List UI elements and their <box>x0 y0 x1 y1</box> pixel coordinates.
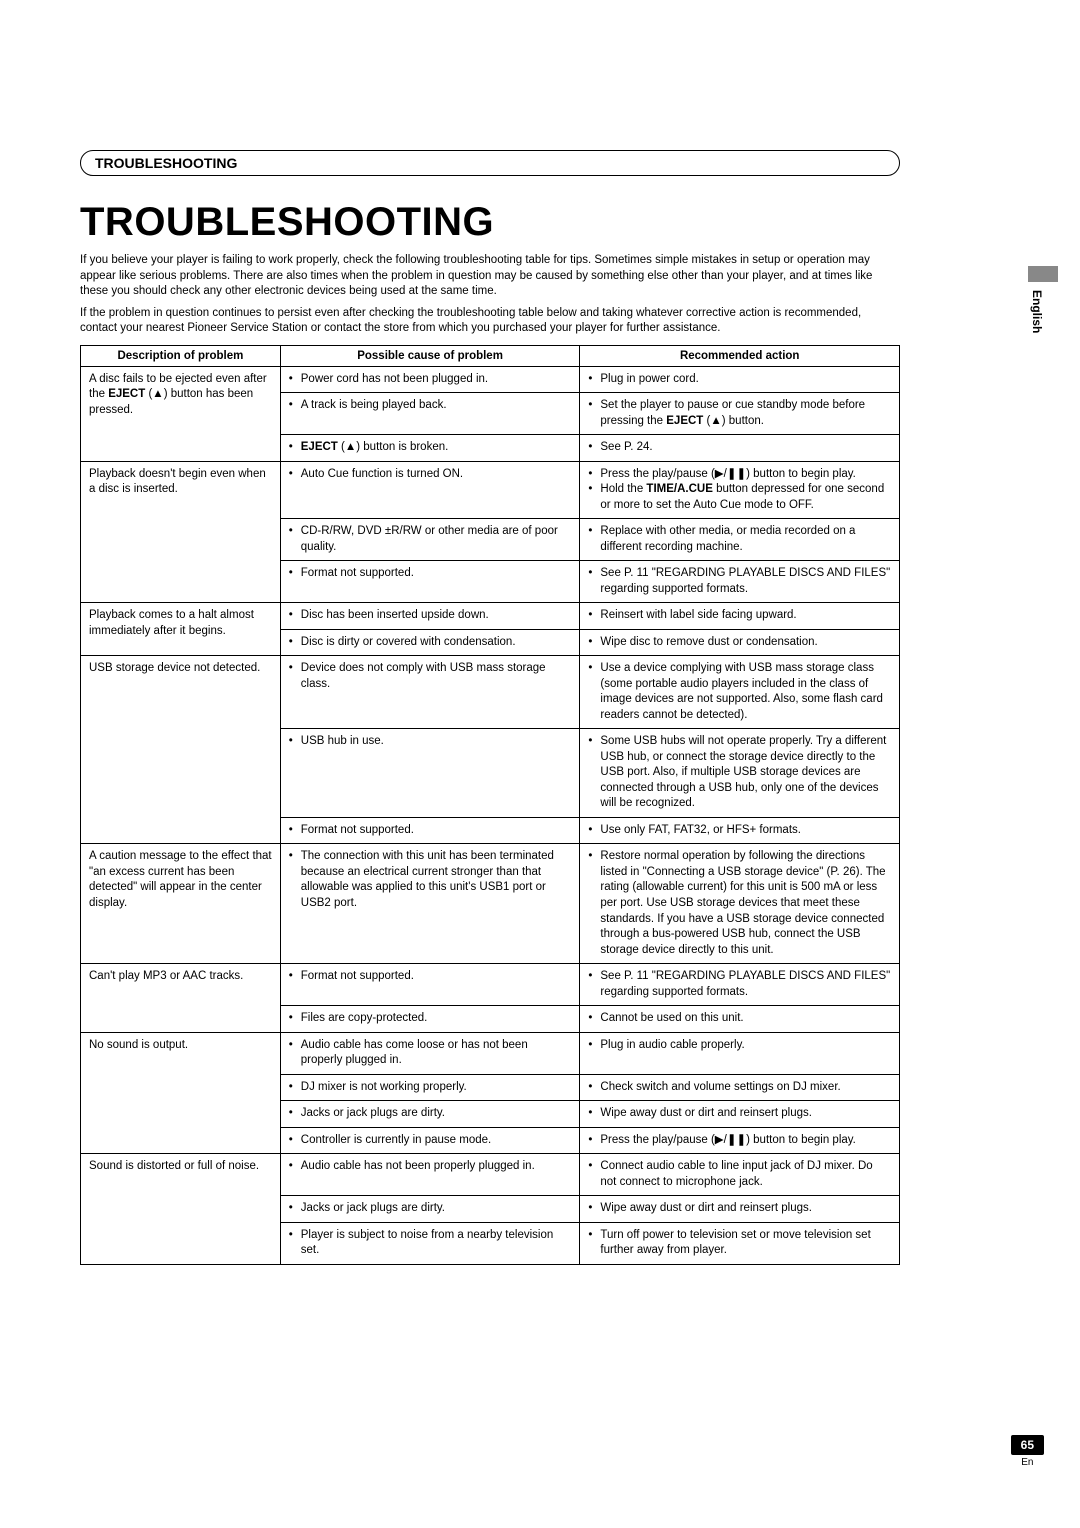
problem-cell: A disc fails to be ejected even after th… <box>81 366 281 461</box>
table-row: A disc fails to be ejected even after th… <box>81 366 900 393</box>
table-row: USB storage device not detected.Device d… <box>81 656 900 729</box>
cause-cell: A track is being played back. <box>280 393 580 435</box>
cause-cell: Disc is dirty or covered with condensati… <box>280 629 580 656</box>
table-row: Playback doesn't begin even when a disc … <box>81 461 900 519</box>
action-cell: Use only FAT, FAT32, or HFS+ formats. <box>580 817 900 844</box>
cause-cell: DJ mixer is not working properly. <box>280 1074 580 1101</box>
cause-cell: Controller is currently in pause mode. <box>280 1127 580 1154</box>
col-header-action: Recommended action <box>580 345 900 366</box>
table-row: Playback comes to a halt almost immediat… <box>81 603 900 630</box>
action-cell: See P. 11 "REGARDING PLAYABLE DISCS AND … <box>580 964 900 1006</box>
problem-cell: A caution message to the effect that "an… <box>81 844 281 964</box>
action-cell: Use a device complying with USB mass sto… <box>580 656 900 729</box>
cause-cell: Format not supported. <box>280 817 580 844</box>
problem-cell: Playback comes to a halt almost immediat… <box>81 603 281 656</box>
cause-cell: The connection with this unit has been t… <box>280 844 580 964</box>
cause-cell: Jacks or jack plugs are dirty. <box>280 1101 580 1128</box>
action-cell: Some USB hubs will not operate properly.… <box>580 729 900 818</box>
tab-label: English <box>1030 290 1044 333</box>
action-cell: Set the player to pause or cue standby m… <box>580 393 900 435</box>
action-cell: Press the play/pause (▶/❚❚) button to be… <box>580 1127 900 1154</box>
troubleshooting-table: Description of problem Possible cause of… <box>80 345 900 1265</box>
action-cell: Turn off power to television set or move… <box>580 1222 900 1264</box>
cause-cell: Files are copy-protected. <box>280 1006 580 1033</box>
table-row: Sound is distorted or full of noise.Audi… <box>81 1154 900 1196</box>
col-header-cause: Possible cause of problem <box>280 345 580 366</box>
page-lang: En <box>1011 1457 1044 1468</box>
action-cell: Restore normal operation by following th… <box>580 844 900 964</box>
cause-cell: Jacks or jack plugs are dirty. <box>280 1196 580 1223</box>
cause-cell: Power cord has not been plugged in. <box>280 366 580 393</box>
action-cell: Plug in power cord. <box>580 366 900 393</box>
table-row: No sound is output.Audio cable has come … <box>81 1032 900 1074</box>
table-row: A caution message to the effect that "an… <box>81 844 900 964</box>
page-title: TROUBLESHOOTING <box>80 200 1000 245</box>
action-cell: Wipe away dust or dirt and reinsert plug… <box>580 1196 900 1223</box>
cause-cell: Format not supported. <box>280 561 580 603</box>
intro-paragraph-1: If you believe your player is failing to… <box>80 253 900 300</box>
page-footer: 65 En <box>1011 1435 1044 1468</box>
action-cell: Check switch and volume settings on DJ m… <box>580 1074 900 1101</box>
cause-cell: Device does not comply with USB mass sto… <box>280 656 580 729</box>
cause-cell: Format not supported. <box>280 964 580 1006</box>
table-body: A disc fails to be ejected even after th… <box>81 366 900 1264</box>
cause-cell: Audio cable has not been properly plugge… <box>280 1154 580 1196</box>
problem-cell: No sound is output. <box>81 1032 281 1154</box>
action-cell: Cannot be used on this unit. <box>580 1006 900 1033</box>
tab-bar <box>1028 266 1058 282</box>
problem-cell: Sound is distorted or full of noise. <box>81 1154 281 1265</box>
cause-cell: CD-R/RW, DVD ±R/RW or other media are of… <box>280 519 580 561</box>
intro-paragraph-2: If the problem in question continues to … <box>80 306 900 337</box>
cause-cell: USB hub in use. <box>280 729 580 818</box>
cause-cell: Auto Cue function is turned ON. <box>280 461 580 519</box>
language-tab: English <box>1030 290 1050 333</box>
action-cell: Replace with other media, or media recor… <box>580 519 900 561</box>
action-cell: Connect audio cable to line input jack o… <box>580 1154 900 1196</box>
col-header-problem: Description of problem <box>81 345 281 366</box>
section-header: TROUBLESHOOTING <box>80 150 900 176</box>
action-cell: Wipe away dust or dirt and reinsert plug… <box>580 1101 900 1128</box>
cause-cell: Audio cable has come loose or has not be… <box>280 1032 580 1074</box>
action-cell: Plug in audio cable properly. <box>580 1032 900 1074</box>
action-cell: Reinsert with label side facing upward. <box>580 603 900 630</box>
problem-cell: Playback doesn't begin even when a disc … <box>81 461 281 603</box>
action-cell: Press the play/pause (▶/❚❚) button to be… <box>580 461 900 519</box>
action-cell: See P. 24. <box>580 435 900 462</box>
cause-cell: EJECT (▲) button is broken. <box>280 435 580 462</box>
cause-cell: Player is subject to noise from a nearby… <box>280 1222 580 1264</box>
action-cell: Wipe disc to remove dust or condensation… <box>580 629 900 656</box>
action-cell: See P. 11 "REGARDING PLAYABLE DISCS AND … <box>580 561 900 603</box>
page-number: 65 <box>1011 1435 1044 1455</box>
cause-cell: Disc has been inserted upside down. <box>280 603 580 630</box>
table-row: Can't play MP3 or AAC tracks.Format not … <box>81 964 900 1006</box>
problem-cell: USB storage device not detected. <box>81 656 281 844</box>
problem-cell: Can't play MP3 or AAC tracks. <box>81 964 281 1033</box>
